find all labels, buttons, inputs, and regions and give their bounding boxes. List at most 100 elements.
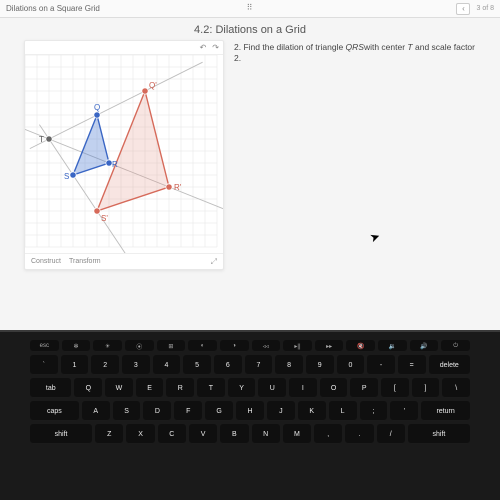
svg-text:Q': Q': [149, 81, 157, 90]
key-[interactable]: =: [398, 355, 426, 375]
key-a[interactable]: A: [82, 401, 110, 421]
key-w[interactable]: W: [105, 378, 133, 398]
undo-icon[interactable]: ↶: [200, 43, 207, 52]
key-[interactable]: /: [377, 424, 405, 444]
fullscreen-icon[interactable]: ⤢: [211, 257, 217, 267]
key-n[interactable]: N: [252, 424, 280, 444]
key-[interactable]: ◃◃: [252, 340, 281, 352]
svg-text:T: T: [39, 135, 44, 144]
apps-icon[interactable]: ⠿: [247, 3, 254, 12]
key-4[interactable]: 4: [153, 355, 181, 375]
key-z[interactable]: Z: [95, 424, 123, 444]
key-[interactable]: ': [390, 401, 418, 421]
key-[interactable]: [: [381, 378, 409, 398]
key-p[interactable]: P: [350, 378, 378, 398]
q-mid: with center: [364, 42, 407, 52]
screen-area: Dilations on a Square Grid ⠿ ‹ 3 of 8 4.…: [0, 0, 500, 330]
key-d[interactable]: D: [143, 401, 171, 421]
q-prefix: Find the dilation of triangle: [243, 42, 345, 52]
key-shift[interactable]: shift: [408, 424, 470, 444]
lesson-title: 4.2: Dilations on a Grid: [0, 18, 500, 40]
canvas-footer: Construct Transform ⤢: [25, 253, 223, 269]
q-tri: QRS: [346, 42, 364, 52]
key-[interactable]: ◐: [188, 340, 217, 352]
key-0[interactable]: 0: [337, 355, 365, 375]
key-[interactable]: ☀: [93, 340, 122, 352]
key-[interactable]: ◑: [220, 340, 249, 352]
construct-tool[interactable]: Construct: [31, 258, 61, 265]
key-t[interactable]: T: [197, 378, 225, 398]
key-e[interactable]: E: [136, 378, 164, 398]
key-g[interactable]: G: [205, 401, 233, 421]
breadcrumb: Dilations on a Square Grid: [6, 4, 100, 13]
key-s[interactable]: S: [113, 401, 141, 421]
key-8[interactable]: 8: [275, 355, 303, 375]
key-[interactable]: -: [367, 355, 395, 375]
key-j[interactable]: J: [267, 401, 295, 421]
key-m[interactable]: M: [283, 424, 311, 444]
key-[interactable]: ⦿: [125, 340, 154, 352]
key-q[interactable]: Q: [74, 378, 102, 398]
canvas-toolbar: ↶ ↷: [25, 41, 223, 55]
svg-text:Q: Q: [94, 103, 100, 112]
canvas-column: ↶ ↷ T Q R S Q' R' S' Construct Transform ⤢: [24, 40, 224, 270]
key-9[interactable]: 9: [306, 355, 334, 375]
svg-text:R': R': [174, 183, 182, 192]
key-[interactable]: ⊞: [157, 340, 186, 352]
key-2[interactable]: 2: [91, 355, 119, 375]
key-v[interactable]: V: [189, 424, 217, 444]
key-o[interactable]: O: [320, 378, 348, 398]
key-f[interactable]: F: [174, 401, 202, 421]
key-b[interactable]: B: [220, 424, 248, 444]
key-[interactable]: ▸||: [283, 340, 312, 352]
q-mid2: and scale factor: [413, 42, 475, 52]
key-k[interactable]: K: [298, 401, 326, 421]
key-[interactable]: ▸▸: [315, 340, 344, 352]
key-esc[interactable]: esc: [30, 340, 59, 352]
key-[interactable]: ]: [412, 378, 440, 398]
key-caps[interactable]: caps: [30, 401, 79, 421]
key-shift[interactable]: shift: [30, 424, 92, 444]
key-l[interactable]: L: [329, 401, 357, 421]
prev-button[interactable]: ‹: [456, 3, 470, 15]
geometry-svg[interactable]: T Q R S Q' R' S': [25, 55, 223, 253]
key-[interactable]: 🔉: [378, 340, 407, 352]
key-tab[interactable]: tab: [30, 378, 71, 398]
key-i[interactable]: I: [289, 378, 317, 398]
key-[interactable]: .: [345, 424, 373, 444]
question-number: 2.: [234, 42, 241, 52]
svg-text:S: S: [64, 172, 69, 181]
key-[interactable]: ✻: [62, 340, 91, 352]
key-3[interactable]: 3: [122, 355, 150, 375]
laptop-body: esc✻☀⦿⊞◐◑◃◃▸||▸▸🔇🔉🔊⏻ `1234567890-=delete…: [0, 330, 500, 500]
key-5[interactable]: 5: [183, 355, 211, 375]
svg-text:S': S': [101, 214, 108, 223]
key-[interactable]: `: [30, 355, 58, 375]
key-[interactable]: ;: [360, 401, 388, 421]
key-h[interactable]: H: [236, 401, 264, 421]
top-bar: Dilations on a Square Grid ⠿ ‹ 3 of 8: [0, 0, 500, 18]
key-y[interactable]: Y: [228, 378, 256, 398]
q-end: .: [239, 53, 241, 63]
key-x[interactable]: X: [126, 424, 154, 444]
key-[interactable]: ⏻: [441, 340, 470, 352]
key-u[interactable]: U: [258, 378, 286, 398]
redo-icon[interactable]: ↷: [212, 43, 219, 52]
question-text: 2. Find the dilation of triangle QRSwith…: [234, 40, 476, 270]
key-r[interactable]: R: [166, 378, 194, 398]
key-delete[interactable]: delete: [429, 355, 470, 375]
key-[interactable]: ,: [314, 424, 342, 444]
key-[interactable]: \: [442, 378, 470, 398]
key-[interactable]: 🔊: [410, 340, 439, 352]
geometry-canvas[interactable]: ↶ ↷ T Q R S Q' R' S' Construct Transform ⤢: [24, 40, 224, 270]
key-6[interactable]: 6: [214, 355, 242, 375]
key-return[interactable]: return: [421, 401, 470, 421]
transform-tool[interactable]: Transform: [69, 258, 101, 265]
content-area: ↶ ↷ TQRSQ'R'S' Construct Transform ⤢ 2. …: [0, 40, 500, 270]
key-c[interactable]: C: [158, 424, 186, 444]
page-indicator: 3 of 8: [476, 5, 494, 12]
key-7[interactable]: 7: [245, 355, 273, 375]
svg-text:R: R: [112, 160, 118, 169]
key-[interactable]: 🔇: [346, 340, 375, 352]
key-1[interactable]: 1: [61, 355, 89, 375]
